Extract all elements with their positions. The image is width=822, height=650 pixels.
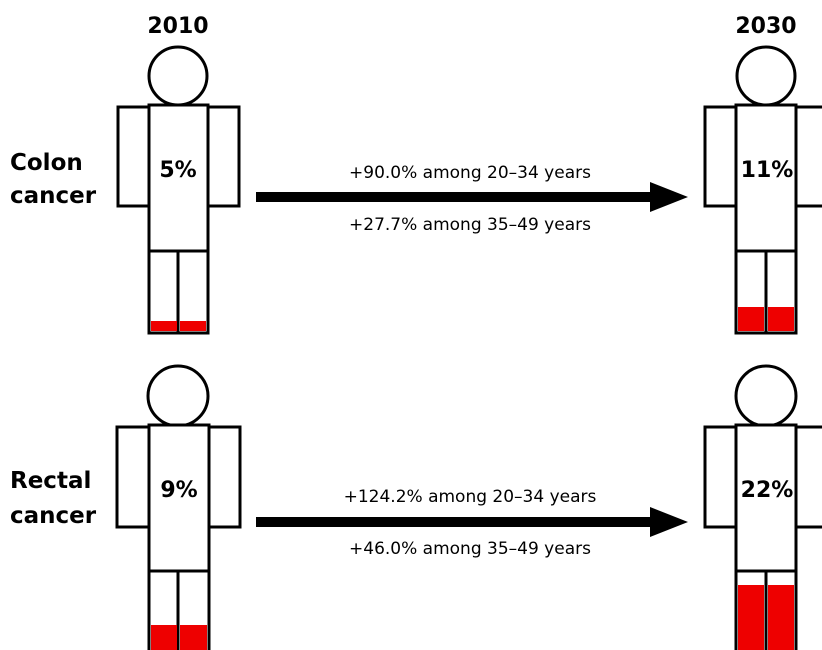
- right-leg-fill: [180, 625, 207, 650]
- percent-2010: 9%: [160, 478, 197, 503]
- row-label-line2: cancer: [10, 183, 97, 209]
- year-2010-label: 2010: [147, 14, 208, 39]
- figure-right-arm: [206, 425, 242, 529]
- row-colon-cancer: Colon cancer 5% +90.0% among 20–34 years…: [10, 45, 822, 335]
- trend-arrow: [256, 507, 688, 537]
- left-leg-fill: [151, 321, 177, 331]
- row-label-line1: Rectal: [10, 468, 91, 494]
- percent-2030: 22%: [741, 478, 794, 503]
- person-figure-2030-colon: 11%: [703, 45, 822, 335]
- change-35-49: +46.0% among 35–49 years: [349, 539, 591, 559]
- figure-left-arm: [116, 105, 152, 208]
- arrow-shaft: [256, 192, 652, 202]
- arrow-head: [650, 182, 688, 212]
- left-leg-fill: [151, 625, 177, 650]
- arrow-head: [650, 507, 688, 537]
- row-rectal-cancer: Rectal cancer 9% +124.2% among 20–34 yea…: [10, 364, 822, 650]
- figure-right-arm: [793, 425, 822, 529]
- right-leg-fill: [768, 585, 794, 650]
- person-figure-2010-colon: 5%: [116, 45, 241, 335]
- figure-left-leg: [147, 249, 181, 335]
- percent-2010: 5%: [159, 158, 196, 183]
- arrow-shaft: [256, 517, 652, 527]
- year-2030-label: 2030: [735, 14, 796, 39]
- figure-head: [147, 45, 209, 107]
- left-leg-fill: [738, 307, 764, 331]
- figure-head: [735, 45, 797, 107]
- right-leg-fill: [180, 321, 206, 331]
- figure-left-arm: [115, 425, 152, 529]
- figure-torso: [147, 103, 210, 254]
- figure-right-leg: [176, 249, 210, 335]
- change-20-34: +124.2% among 20–34 years: [344, 487, 597, 507]
- left-leg-fill: [738, 585, 764, 650]
- figure-head: [146, 364, 210, 428]
- right-leg-fill: [768, 307, 794, 331]
- person-figure-2010-rectal: 9%: [115, 364, 242, 650]
- change-20-34: +90.0% among 20–34 years: [349, 163, 591, 183]
- figure-right-arm: [205, 105, 241, 208]
- change-35-49: +27.7% among 35–49 years: [349, 215, 591, 235]
- row-label-line2: cancer: [10, 503, 97, 529]
- figure-left-arm: [703, 105, 739, 208]
- figure-head: [734, 364, 798, 428]
- figure-right-arm: [793, 105, 822, 208]
- figure-torso: [734, 423, 798, 574]
- figure-left-arm: [703, 425, 739, 529]
- row-label-line1: Colon: [10, 150, 83, 176]
- person-figure-2030-rectal: 22%: [703, 364, 822, 650]
- percent-2030: 11%: [741, 158, 794, 183]
- trend-arrow: [256, 182, 688, 212]
